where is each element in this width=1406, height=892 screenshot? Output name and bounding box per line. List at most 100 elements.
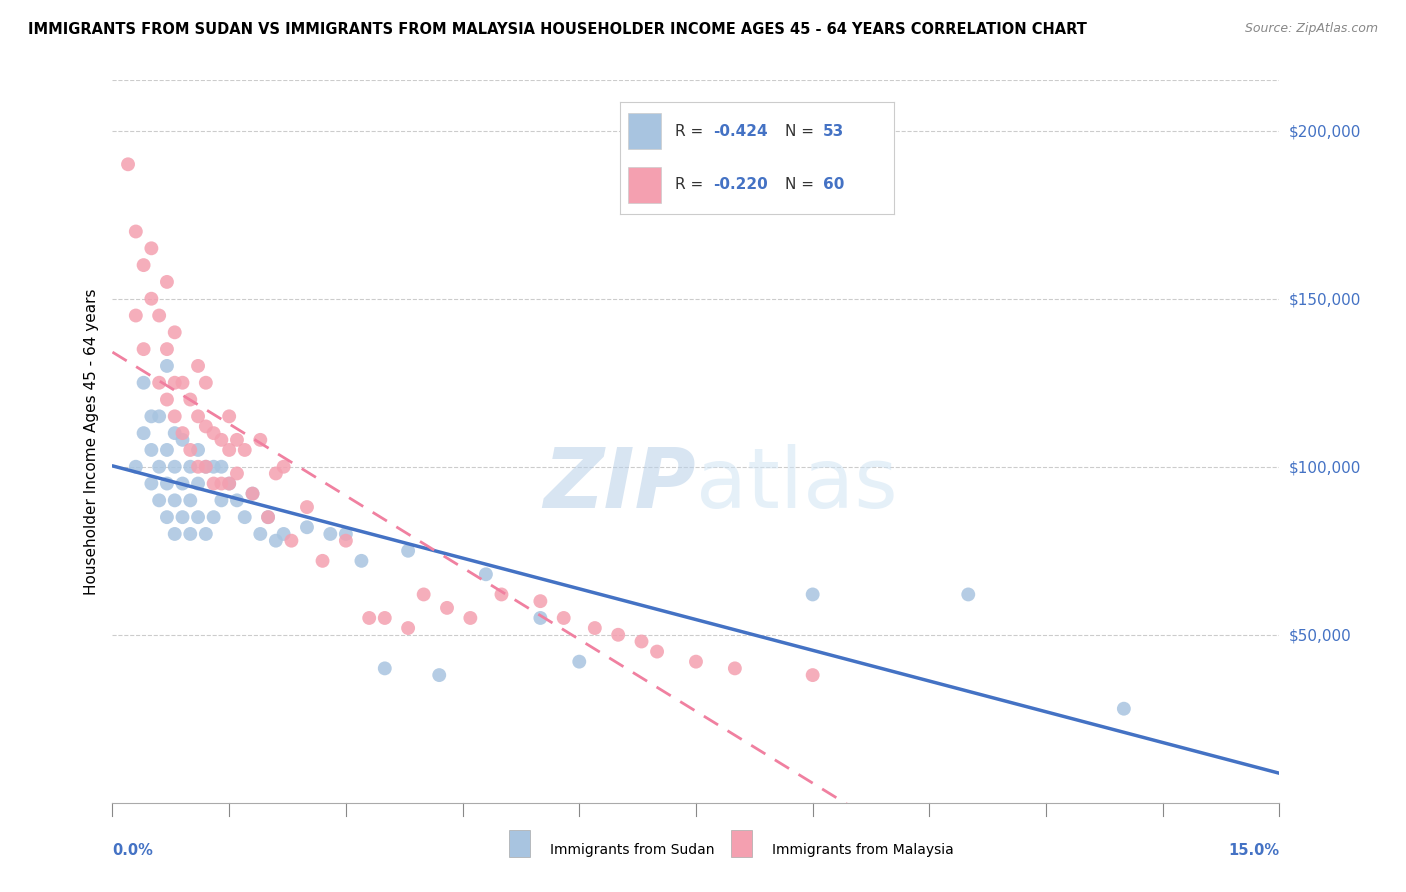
Point <box>148 493 170 508</box>
Point <box>156 442 179 457</box>
Point <box>359 611 381 625</box>
Point <box>242 486 264 500</box>
Point <box>645 644 668 658</box>
Point <box>117 157 139 171</box>
Point <box>163 459 186 474</box>
Point <box>187 476 209 491</box>
Point <box>202 510 225 524</box>
Point <box>491 587 513 601</box>
Point <box>460 611 482 625</box>
Point <box>374 661 396 675</box>
Point <box>264 533 287 548</box>
Point <box>801 668 824 682</box>
Point <box>724 661 747 675</box>
Text: Immigrants from Sudan: Immigrants from Sudan <box>550 843 714 857</box>
Point <box>172 476 194 491</box>
Point <box>801 587 824 601</box>
Point <box>218 442 240 457</box>
Point <box>529 611 551 625</box>
Point <box>156 510 179 524</box>
Point <box>156 275 179 289</box>
Point <box>209 433 232 447</box>
FancyBboxPatch shape <box>509 830 530 857</box>
Point <box>141 292 163 306</box>
Point <box>335 533 357 548</box>
Point <box>194 527 217 541</box>
Point <box>295 500 318 514</box>
Point <box>141 476 163 491</box>
Point <box>218 476 240 491</box>
Point <box>132 426 155 441</box>
Point <box>194 376 217 390</box>
Point <box>226 493 249 508</box>
Point <box>125 309 148 323</box>
Point <box>957 587 980 601</box>
Point <box>132 342 155 356</box>
Point <box>125 225 148 239</box>
Point <box>233 442 256 457</box>
Point <box>187 359 209 373</box>
Point <box>583 621 606 635</box>
Point <box>607 628 630 642</box>
Point <box>273 527 295 541</box>
Point <box>156 476 179 491</box>
Point <box>280 533 302 548</box>
Point <box>194 459 217 474</box>
Point <box>218 409 240 424</box>
Point <box>163 527 186 541</box>
Point <box>319 527 342 541</box>
Text: ZIP: ZIP <box>543 444 696 525</box>
Point <box>125 459 148 474</box>
Point <box>141 442 163 457</box>
Point <box>257 510 280 524</box>
Text: 15.0%: 15.0% <box>1229 843 1279 857</box>
Point <box>163 493 186 508</box>
Point <box>148 376 170 390</box>
Point <box>148 309 170 323</box>
Point <box>350 554 373 568</box>
Point <box>374 611 396 625</box>
Point <box>156 392 179 407</box>
Point <box>179 459 201 474</box>
Point <box>148 409 170 424</box>
Point <box>630 634 652 648</box>
Point <box>187 442 209 457</box>
Point <box>179 493 201 508</box>
Point <box>218 476 240 491</box>
Point <box>156 342 179 356</box>
Point <box>172 433 194 447</box>
Point <box>568 655 591 669</box>
Point <box>163 376 186 390</box>
Point <box>172 376 194 390</box>
Point <box>209 493 232 508</box>
Point <box>264 467 287 481</box>
Point <box>249 527 271 541</box>
Point <box>249 433 271 447</box>
Point <box>179 442 201 457</box>
Point <box>141 409 163 424</box>
Point <box>226 433 249 447</box>
Text: Immigrants from Malaysia: Immigrants from Malaysia <box>772 843 953 857</box>
Point <box>226 467 249 481</box>
Point <box>132 376 155 390</box>
Point <box>163 326 186 340</box>
Point <box>194 459 217 474</box>
Point <box>412 587 434 601</box>
Point <box>179 527 201 541</box>
Point <box>257 510 280 524</box>
Point <box>273 459 295 474</box>
Point <box>475 567 498 582</box>
Point <box>187 510 209 524</box>
Point <box>202 426 225 441</box>
Point <box>172 510 194 524</box>
Point <box>209 476 232 491</box>
Point <box>141 241 163 255</box>
Point <box>187 459 209 474</box>
Text: Source: ZipAtlas.com: Source: ZipAtlas.com <box>1244 22 1378 36</box>
Text: atlas: atlas <box>696 444 897 525</box>
Point <box>132 258 155 272</box>
Point <box>202 476 225 491</box>
FancyBboxPatch shape <box>731 830 752 857</box>
Y-axis label: Householder Income Ages 45 - 64 years: Householder Income Ages 45 - 64 years <box>83 288 98 595</box>
Point <box>194 419 217 434</box>
